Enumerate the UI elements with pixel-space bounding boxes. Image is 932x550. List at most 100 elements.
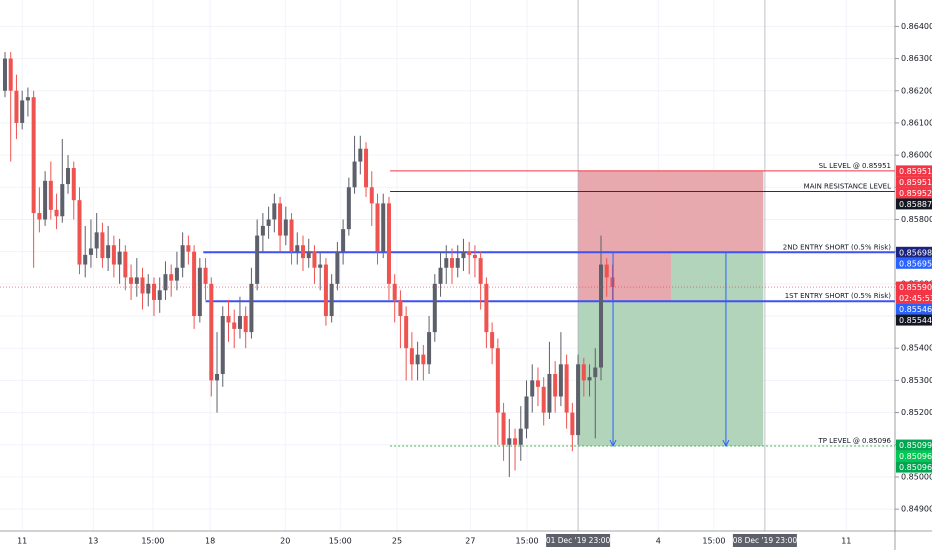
candle-body <box>163 274 168 291</box>
candle-body <box>71 167 76 201</box>
candle-body <box>88 248 93 255</box>
price-tag <box>896 198 932 210</box>
arrow-head <box>722 439 730 448</box>
marker-label: 08 Dec '19 23:00 <box>733 536 798 545</box>
candle-body <box>558 364 563 397</box>
candle-body <box>66 167 71 185</box>
candle-body <box>598 264 604 368</box>
candle-body <box>358 148 363 162</box>
candle-body <box>427 332 432 365</box>
candle-body <box>547 373 552 413</box>
candle-body <box>83 254 88 265</box>
price-tag <box>896 257 932 269</box>
candle-body <box>335 251 340 284</box>
candle-body <box>134 277 139 284</box>
candle-body <box>524 396 529 429</box>
candle-body <box>312 251 317 268</box>
x-tick-label: 15:00 <box>516 537 539 546</box>
candle-body <box>111 245 116 265</box>
candle-body <box>77 200 82 265</box>
marker-label: 01 Dec '19 23:00 <box>546 536 611 545</box>
candle-body <box>484 283 489 333</box>
candle-body <box>490 332 495 349</box>
candle-body <box>278 203 283 236</box>
candle-body <box>100 232 105 259</box>
x-tick-label: 20 <box>280 537 290 546</box>
candle-body <box>174 267 179 281</box>
y-tick-label: 0.85200 <box>901 408 932 417</box>
price-tag-label: 0.85546 <box>899 305 932 314</box>
candle-body <box>300 245 306 259</box>
candle-body <box>106 245 111 259</box>
price-tag <box>896 439 932 451</box>
candle-body <box>472 254 477 259</box>
price-tag-label: 0.85951 <box>899 178 932 187</box>
candle-body <box>186 245 191 252</box>
x-tick-label: 11 <box>17 537 27 546</box>
candle-body <box>553 373 558 397</box>
price-tag <box>896 246 932 258</box>
candle-body <box>581 364 586 381</box>
candle-body <box>449 258 455 268</box>
price-tag <box>896 461 932 473</box>
candle-body <box>232 322 237 329</box>
y-tick-label: 0.86400 <box>901 22 932 31</box>
price-tag-label: 0.85695 <box>899 259 932 268</box>
candle-body <box>461 251 466 259</box>
y-tick-label: 0.85300 <box>901 376 932 385</box>
y-tick-label: 0.85800 <box>901 215 932 224</box>
candle-body <box>415 354 420 365</box>
price-tag-label: 0.85099 <box>899 441 932 450</box>
candle-body <box>530 380 535 397</box>
y-tick-label: 0.86200 <box>901 86 932 95</box>
y-tick-label: 0.86100 <box>901 118 932 127</box>
candle-body <box>421 354 426 365</box>
candle-body <box>352 161 357 188</box>
x-tick-label: 25 <box>392 537 402 546</box>
target-zone <box>670 252 764 447</box>
candle-body <box>381 203 386 252</box>
candle-body <box>341 229 346 252</box>
candle-body <box>432 283 437 333</box>
candle-body <box>369 187 374 204</box>
candle-body <box>25 97 30 101</box>
candle-body <box>346 187 351 230</box>
price-tag-label: 0.85096 <box>899 463 932 472</box>
price-tag-label: 0.85951 <box>899 167 932 176</box>
marker-tag <box>732 534 797 547</box>
candle-body <box>255 235 260 284</box>
candle-body <box>455 258 460 268</box>
candle-body <box>392 283 397 300</box>
candle-body <box>140 277 145 294</box>
price-tag <box>896 450 932 462</box>
candle-body <box>329 283 334 317</box>
price-tag-label: 0.85698 <box>899 248 932 257</box>
candle-body <box>295 245 300 252</box>
candle-body <box>37 213 42 220</box>
price-tag <box>896 165 932 177</box>
price-tag-label: 0.85887 <box>899 200 932 209</box>
x-tick-label: 18 <box>205 537 215 546</box>
candle-body <box>192 251 197 317</box>
candle-body <box>564 364 569 413</box>
candle-body <box>513 438 518 445</box>
candle-body <box>20 100 25 123</box>
candle-body <box>2 58 7 91</box>
candle-body <box>438 267 443 284</box>
level-label: MAIN RESISTANCE LEVEL <box>804 182 891 190</box>
candle-body <box>31 97 36 214</box>
price-tag <box>896 303 932 315</box>
candle-body <box>593 367 598 378</box>
price-tag-label: 0.85096 <box>899 452 932 461</box>
candle-body <box>169 274 174 281</box>
candle-body <box>48 180 53 210</box>
candle-body <box>518 428 523 445</box>
x-tick-label: 15:00 <box>702 537 725 546</box>
candle-body <box>249 283 254 333</box>
level-label: TP LEVEL @ 0.85096 <box>817 437 891 445</box>
candle-body <box>323 264 328 317</box>
candle-body <box>220 316 225 374</box>
candle-body <box>197 267 202 317</box>
candle-body <box>306 251 311 259</box>
